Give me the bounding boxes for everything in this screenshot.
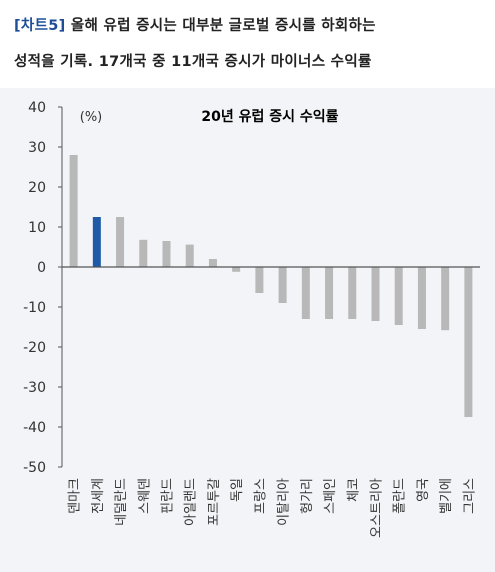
x-tick-label: 포르투갈 [207,478,222,526]
x-tick-label: 영국 [416,478,431,502]
x-tick-label: 네덜란드 [114,478,129,526]
y-tick-label: 30 [28,140,46,156]
bar-스페인 [325,267,334,319]
header-line-2: 성적을 기록. 17개국 중 11개국 증시가 마이너스 수익률 [14,54,372,70]
chart-tag: [차트5] [14,18,66,34]
header-text-1: 올해 유럽 증시는 대부분 글로벌 증시를 하회하는 [70,18,376,34]
x-tick-label: 전세계 [91,478,106,514]
y-tick-label: -50 [23,460,46,476]
y-tick-label: 20 [28,180,46,196]
bar-포르투갈 [208,259,217,267]
x-tick-label: 아일랜드 [184,478,199,526]
bar-그리스 [464,267,473,417]
header-line-1: [차트5] 올해 유럽 증시는 대부분 글로벌 증시를 하회하는 [14,14,376,35]
x-tick-label: 벨기에 [439,478,454,514]
bar-아일랜드 [185,244,194,267]
y-tick-label: 0 [37,260,46,276]
bar-영국 [417,267,426,329]
y-tick-label: -20 [23,340,46,356]
x-tick-label: 프랑스 [253,478,268,514]
bar-오스트리아 [371,267,380,321]
chart-area: 20년 유럽 증시 수익률 (%) 40 30 20 10 0 -10 -20 -30 -40 -… [0,88,495,572]
bar-헝가리 [301,267,310,319]
x-tick-label: 스페인 [323,478,338,514]
x-tick-label: 독일 [230,478,245,502]
x-tick-label: 폴란드 [393,478,408,514]
y-tick-label: -30 [23,380,46,396]
x-tick-label: 스웨덴 [137,478,152,514]
bar-스웨덴 [139,239,148,267]
x-tick-label: 핀란드 [161,478,176,514]
x-tick-label: 이탈리아 [277,478,292,526]
x-tick-label: 그리스 [462,478,477,514]
bar-전세계 [92,217,101,267]
x-tick-label: 오스트리아 [370,478,385,538]
bar-폴란드 [394,267,403,325]
y-tick-label: 40 [28,100,46,116]
x-tick-label: 덴마크 [68,478,83,514]
y-tick-label: -40 [23,420,46,436]
bar-독일 [232,267,241,272]
bar-chart: 20년 유럽 증시 수익률 (%) 40 30 20 10 0 -10 -20 -30 -40 -… [23,100,480,538]
y-axis-unit-label: (%) [80,110,103,125]
bar-이탈리아 [278,267,287,303]
x-tick-label: 헝가리 [300,478,315,514]
chart-header: [차트5] 올해 유럽 증시는 대부분 글로벌 증시를 하회하는 성적을 기록.… [0,0,495,88]
chart-title: 20년 유럽 증시 수익률 [201,108,338,125]
x-tick-label: 체코 [346,478,361,502]
bar-벨기에 [441,267,450,331]
y-tick-label: 10 [28,220,46,236]
bar-네덜란드 [116,217,125,267]
bar-덴마크 [69,155,78,267]
y-tick-label: -10 [23,300,46,316]
bar-핀란드 [162,241,171,267]
bar-프랑스 [255,267,264,293]
bar-체코 [348,267,357,319]
